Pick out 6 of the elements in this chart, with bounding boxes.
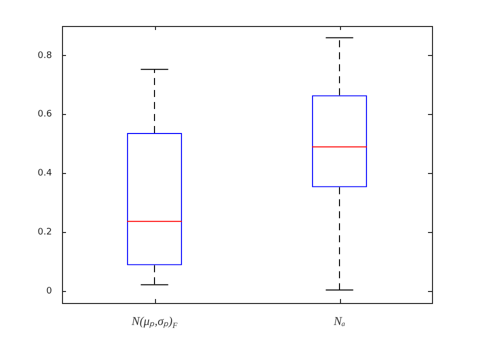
y-tick-label: 0.2: [38, 228, 52, 238]
x-tick-label: Nₐ: [332, 314, 346, 328]
y-tick-label: 0.8: [38, 50, 52, 61]
y-tick-label: 0: [46, 286, 52, 297]
y-tick-label: 0.6: [38, 110, 52, 120]
y-tick-label: 0.4: [38, 168, 52, 179]
